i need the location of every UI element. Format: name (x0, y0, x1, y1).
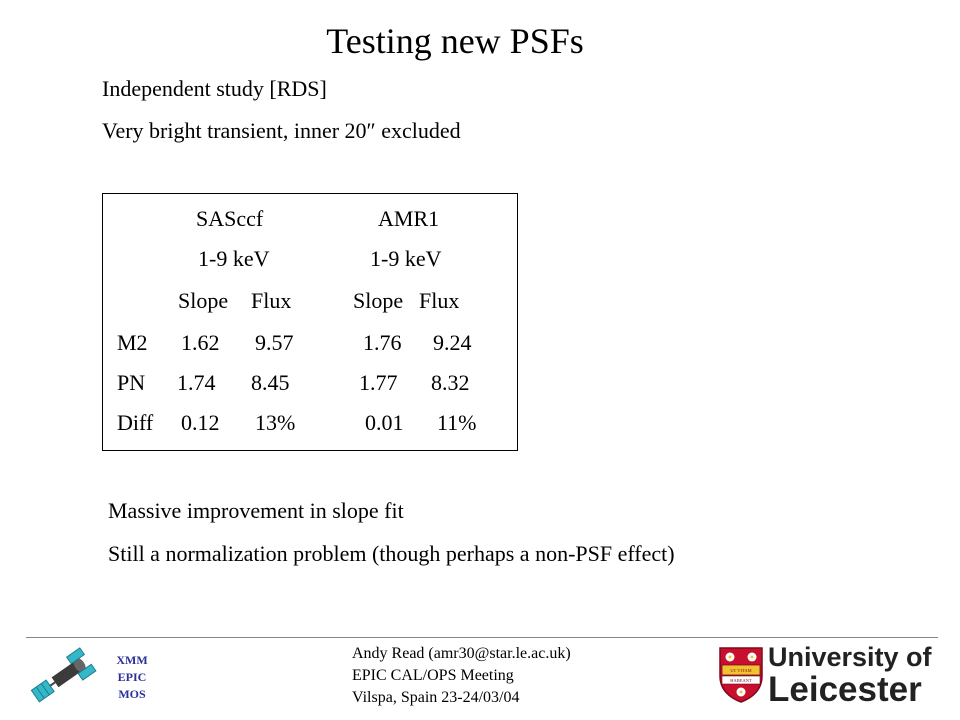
satellite-icon (26, 645, 100, 716)
cell-m2-flux1: 9.57 (255, 330, 294, 355)
cell-diff-flux1: 13% (255, 410, 296, 435)
cell-diff-slope1: 0.12 (181, 410, 220, 435)
cell-pn-slope1: 1.74 (177, 370, 216, 395)
cell-pn-flux2: 8.32 (431, 370, 470, 395)
row-label-diff: Diff (117, 410, 154, 435)
footer-credit: Andy Read (amr30@star.le.ac.uk) EPIC CAL… (352, 643, 571, 709)
header-slope-2: Slope (353, 288, 404, 313)
bullet-bright-transient: Very bright transient, inner 20″ exclude… (102, 118, 461, 143)
header-amr1: AMR1 (378, 206, 440, 231)
header-flux-2: Flux (419, 288, 460, 313)
xmm-line: XMM (116, 653, 148, 667)
cell-m2-slope2: 1.76 (363, 330, 402, 355)
cell-pn-flux1: 8.45 (251, 370, 290, 395)
bullet-independent-study: Independent study [RDS] (102, 76, 327, 101)
header-band-2: 1-9 keV (370, 246, 442, 271)
cell-diff-slope2: 0.01 (365, 410, 404, 435)
cell-pn-slope2: 1.77 (359, 370, 398, 395)
conclusion-slope-fit: Massive improvement in slope fit (108, 498, 404, 523)
mos-line: MOS (118, 687, 146, 701)
header-slope-1: Slope (178, 288, 229, 313)
leicester-text: Leicester (768, 670, 922, 709)
footer-divider (26, 637, 938, 638)
svg-text:UT VITAM: UT VITAM (730, 668, 751, 673)
svg-text:HABEANT: HABEANT (730, 678, 752, 683)
university-crest-icon: UT VITAM HABEANT (718, 646, 764, 709)
location-line: Vilspa, Spain 23-24/03/04 (352, 689, 520, 706)
conclusion-normalization: Still a normalization problem (though pe… (108, 541, 675, 566)
header-band-1: 1-9 keV (198, 246, 270, 271)
cell-diff-flux2: 11% (437, 410, 477, 435)
xmm-epic-mos-label: XMM EPIC MOS (104, 652, 160, 703)
author-line: Andy Read (amr30@star.le.ac.uk) (352, 645, 571, 662)
results-table: SASccf AMR1 1-9 keV 1-9 keV Slope Flux S… (102, 193, 518, 451)
slide-title: Testing new PSFs (326, 21, 584, 61)
row-label-m2: M2 (117, 330, 148, 355)
cell-m2-slope1: 1.62 (181, 330, 220, 355)
university-of-text: University of (768, 642, 932, 672)
university-wordmark: University of Leicester (768, 642, 932, 709)
meeting-line: EPIC CAL/OPS Meeting (352, 667, 514, 684)
header-flux-1: Flux (251, 288, 292, 313)
cell-m2-flux2: 9.24 (433, 330, 472, 355)
epic-line: EPIC (117, 670, 147, 684)
row-label-pn: PN (117, 370, 146, 395)
header-sasccf: SASccf (196, 206, 264, 231)
